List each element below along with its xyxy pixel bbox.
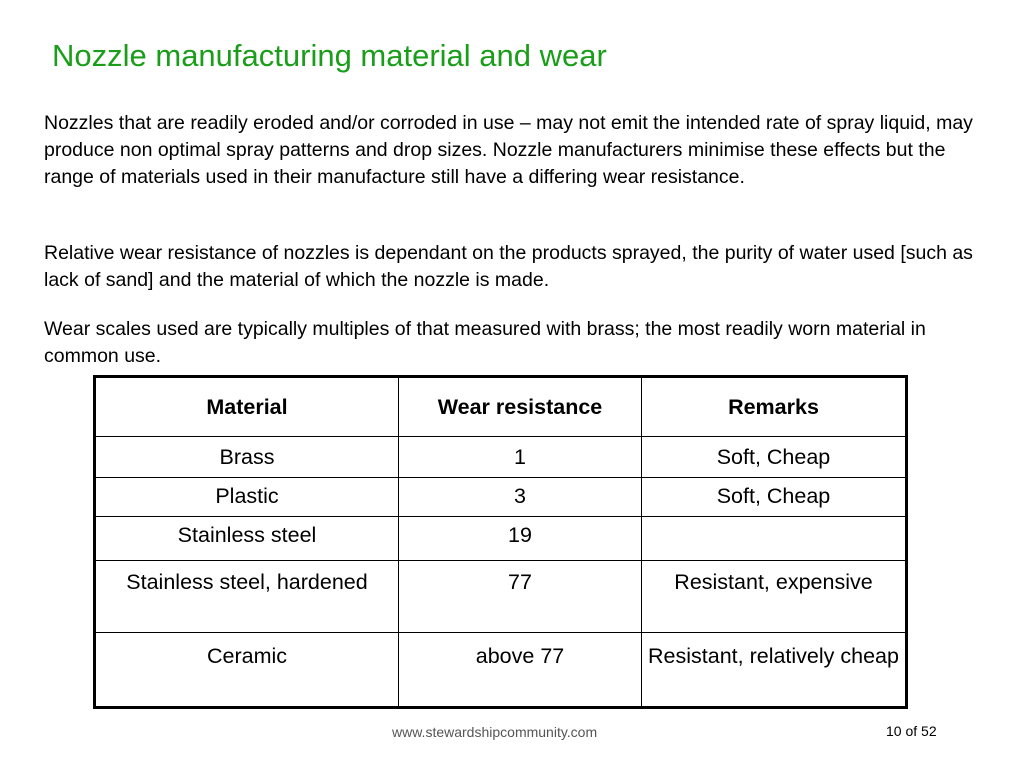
table-row: Stainless steel, hardened 77 Resistant, … (94, 560, 907, 633)
cell-remarks: Resistant, relatively cheap (641, 632, 907, 708)
wear-resistance-table: Material Wear resistance Remarks Brass 1… (93, 375, 908, 709)
table-row: Stainless steel 19 (94, 516, 907, 561)
header-material: Material (94, 376, 399, 437)
cell-material: Stainless steel, hardened (94, 560, 399, 633)
table-row: Brass 1 Soft, Cheap (94, 436, 907, 478)
cell-wear-resistance: 1 (398, 436, 642, 478)
cell-remarks: Soft, Cheap (641, 436, 907, 478)
page-number: 10 of 52 (886, 723, 937, 739)
header-remarks: Remarks (641, 376, 907, 437)
cell-wear-resistance: 19 (398, 516, 642, 561)
slide-title: Nozzle manufacturing material and wear (52, 38, 607, 73)
table-row: Ceramic above 77 Resistant, relatively c… (94, 632, 907, 708)
cell-material: Stainless steel (94, 516, 399, 561)
footer-website-link[interactable]: www.stewardshipcommunity.com (392, 724, 598, 740)
paragraph-intro: Nozzles that are readily eroded and/or c… (44, 112, 973, 188)
cell-wear-resistance: 3 (398, 477, 642, 517)
cell-remarks: Resistant, expensive (641, 560, 907, 633)
table-header-row: Material Wear resistance Remarks (94, 376, 907, 437)
header-wear-resistance: Wear resistance (398, 376, 642, 437)
paragraph-relative-wear: Relative wear resistance of nozzles is d… (44, 242, 973, 291)
cell-material: Ceramic (94, 632, 399, 708)
cell-wear-resistance: 77 (398, 560, 642, 633)
cell-remarks (641, 516, 907, 561)
table-row: Plastic 3 Soft, Cheap (94, 477, 907, 517)
cell-material: Brass (94, 436, 399, 478)
cell-remarks: Soft, Cheap (641, 477, 907, 517)
paragraph-wear-scales: Wear scales used are typically multiples… (44, 318, 926, 367)
cell-material: Plastic (94, 477, 399, 517)
cell-wear-resistance: above 77 (398, 632, 642, 708)
